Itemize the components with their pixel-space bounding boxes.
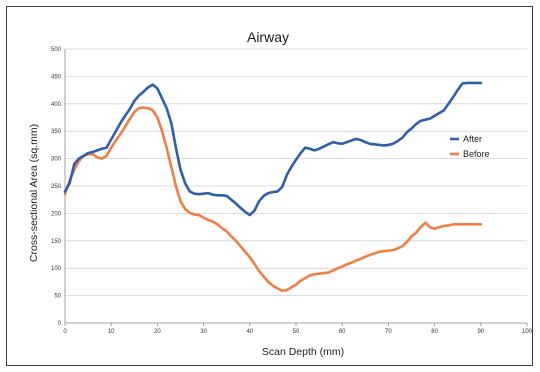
y-tick-label: 450 — [51, 74, 62, 80]
x-tick-label: 40 — [246, 329, 253, 335]
x-tick-label: 10 — [108, 329, 115, 335]
legend: After Before — [450, 134, 490, 159]
series-line-after — [63, 81, 483, 217]
y-tick-label: 350 — [51, 129, 62, 135]
y-tick-labels: 0 50 100 150 200 250 300 350 400 450 500 — [51, 47, 62, 327]
y-axis-title: Cross-sectional Area (sq.mm) — [28, 124, 40, 262]
gridlines — [65, 48, 527, 297]
x-axis-title: Scan Depth (mm) — [262, 346, 344, 358]
y-tick-label: 500 — [51, 47, 62, 53]
chart-title: Airway — [247, 29, 289, 45]
chart-frame: 0 50 100 150 200 250 300 350 400 450 500 0 10 20 30 40… — [6, 6, 533, 366]
x-tick-label: 70 — [385, 329, 392, 335]
x-tick-label: 20 — [154, 329, 161, 335]
x-tick-label: 100 — [522, 329, 532, 335]
line-chart: 0 50 100 150 200 250 300 350 400 450 500 0 10 20 30 40… — [28, 29, 532, 358]
y-tick-label: 150 — [51, 239, 62, 245]
legend-label-before: Before — [463, 149, 490, 159]
y-tick-label: 300 — [51, 157, 62, 163]
x-tick-label: 80 — [431, 329, 438, 335]
series-lines — [63, 81, 483, 292]
y-tick-label: 400 — [51, 102, 62, 108]
y-tick-label: 200 — [51, 211, 62, 217]
x-tick-label: 50 — [293, 329, 300, 335]
x-tick-label: 0 — [63, 329, 67, 335]
series-line-before — [63, 106, 483, 292]
x-tick-label: 60 — [339, 329, 346, 335]
y-tick-label: 250 — [51, 184, 62, 190]
x-tick-labels: 0 10 20 30 40 50 60 70 80 90 100 — [63, 329, 532, 335]
y-tick-label: 100 — [51, 266, 62, 272]
y-tick-label: 50 — [54, 294, 61, 300]
axes — [64, 49, 528, 326]
legend-label-after: After — [463, 134, 482, 144]
y-tick-label: 0 — [58, 321, 62, 327]
x-tick-label: 30 — [200, 329, 207, 335]
x-tick-label: 90 — [477, 329, 484, 335]
